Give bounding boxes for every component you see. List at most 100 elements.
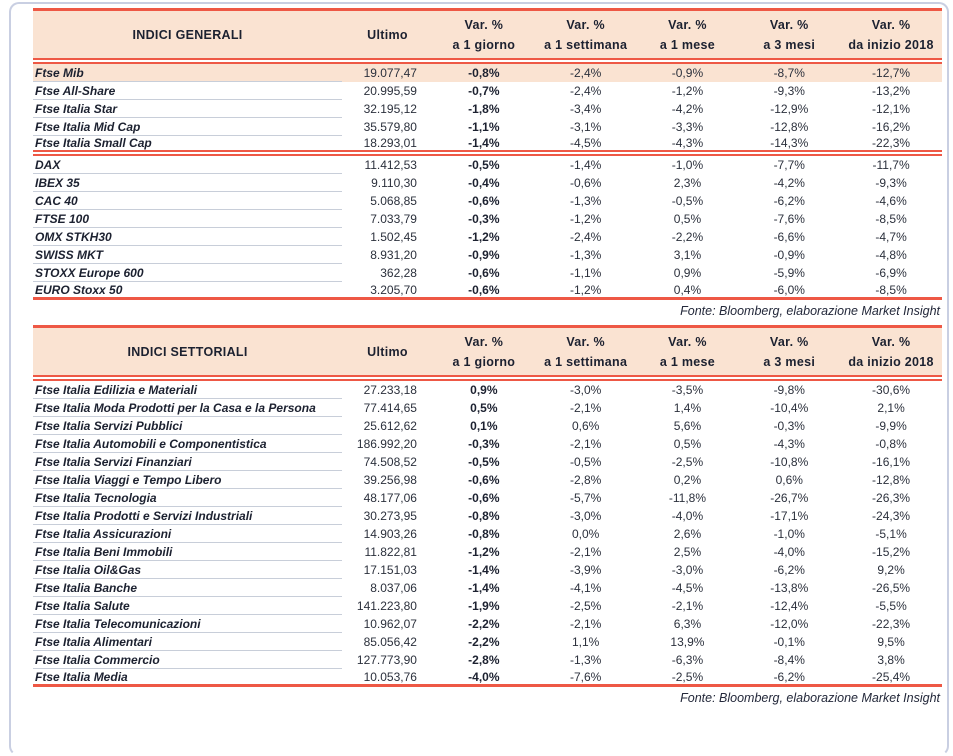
ultimo-value: 127.773,90: [356, 653, 417, 667]
var-percent-value: -1,4%: [569, 158, 602, 172]
var-percent-value: 13,9%: [670, 635, 705, 649]
source-caption: Fonte: Bloomberg, elaborazione Market In…: [680, 691, 940, 705]
table-row: Ftse Italia Beni Immobili 11.822,81 -1,2% -…: [33, 543, 942, 561]
var-percent-value: -5,5%: [875, 599, 907, 613]
table-title: INDICI GENERALI: [33, 11, 343, 64]
var-percent-value: -3,9%: [569, 563, 602, 577]
var-percent-value: -16,2%: [872, 120, 911, 134]
col-header-ultimo: Ultimo: [342, 328, 433, 381]
var-percent-value: -2,4%: [569, 230, 602, 244]
var-percent-value: -0,8%: [468, 509, 500, 523]
var-percent-value: -1,8%: [468, 102, 500, 116]
index-name: Ftse Italia Beni Immobili: [33, 543, 343, 561]
ultimo-value: 35.579,80: [363, 120, 417, 134]
table-row: Ftse Italia Servizi Finanziari 74.508,52 -…: [33, 453, 942, 471]
var-percent-value: -1,4%: [468, 563, 500, 577]
var-percent-value: -0,5%: [468, 158, 500, 172]
var-percent-value: -10,4%: [770, 401, 809, 415]
var-percent-value: 2,3%: [673, 176, 702, 190]
var-percent-value: -2,8%: [468, 653, 500, 667]
table-row: Ftse Italia Automobili e Componentistica…: [33, 435, 942, 453]
table-row: STOXX Europe 600 362,28 -0,6% -1,1% 0,9% -5,9…: [33, 264, 942, 282]
col-header-var-ytd: Var. % da inizio 2018: [840, 11, 942, 64]
table-row: Ftse Italia Servizi Pubblici 25.612,62 0,1…: [33, 417, 942, 435]
col-header-var-1d: Var. % a 1 giorno: [432, 11, 535, 64]
index-name: Ftse Italia Servizi Finanziari: [33, 453, 343, 471]
ultimo-value: 186.992,20: [356, 437, 417, 451]
var-percent-value: -4,0%: [432, 669, 535, 687]
table-title: INDICI SETTORIALI: [33, 328, 343, 381]
table-row: Ftse Italia Banche 8.037,06 -1,4% -4,1% -4,5…: [33, 579, 942, 597]
ultimo-value: 20.995,59: [363, 84, 417, 98]
col-header-var-3m: Var. % a 3 mesi: [738, 328, 841, 381]
var-percent-value: -2,5%: [569, 599, 602, 613]
table-row: FTSE 100 7.033,79 -0,3% -1,2% 0,5% -7,6% -8,5%: [33, 210, 942, 228]
var-percent-value: -8,7%: [738, 64, 841, 82]
var-percent-value: 9,2%: [877, 563, 905, 577]
index-name: Ftse Mib: [33, 64, 343, 82]
index-name: Ftse Italia Media: [33, 669, 343, 687]
index-name: Ftse Italia Viaggi e Tempo Libero: [33, 471, 343, 489]
index-name: IBEX 35: [33, 174, 343, 192]
var-percent-value: -3,0%: [569, 509, 602, 523]
index-name: OMX STKH30: [33, 228, 343, 246]
var-percent-value: -0,9%: [468, 248, 500, 262]
ultimo-value: 18.293,01: [342, 136, 433, 156]
var-percent-value: 1,4%: [673, 401, 702, 415]
var-percent-value: -22,3%: [840, 136, 942, 156]
var-percent-value: -11,8%: [668, 491, 707, 505]
ultimo-value: 8.931,20: [370, 248, 417, 262]
index-name: Ftse Italia Edilizia e Materiali: [33, 381, 343, 399]
ultimo-value: 9.110,30: [371, 176, 417, 190]
table-row: Ftse Italia Prodotti e Servizi Industria…: [33, 507, 942, 525]
var-percent-value: 0,6%: [775, 473, 803, 487]
var-percent-value: 0,2%: [673, 473, 702, 487]
var-percent-value: -1,2%: [569, 212, 602, 226]
var-percent-value: -0,5%: [569, 455, 602, 469]
table-row: CAC 40 5.068,85 -0,6% -1,3% -0,5% -6,2% -4,6%: [33, 192, 942, 210]
var-percent-value: -0,5%: [468, 455, 500, 469]
var-percent-value: -24,3%: [872, 509, 911, 523]
var-percent-value: -9,8%: [773, 383, 805, 397]
index-name: Ftse Italia Banche: [33, 579, 343, 597]
var-percent-value: -1,3%: [569, 248, 602, 262]
var-percent-value: 6,3%: [673, 617, 702, 631]
var-percent-value: -2,1%: [569, 545, 602, 559]
var-percent-value: -4,7%: [875, 230, 907, 244]
indici-settoriali-section: INDICI SETTORIALI Ultimo Var. % a 1 gior…: [33, 325, 942, 706]
table-row: Ftse Italia Salute 141.223,80 -1,9% -2,5% -2…: [33, 597, 942, 615]
var-percent-value: 5,6%: [673, 419, 702, 433]
report-frame: INDICI GENERALI Ultimo Var. % a 1 giorno…: [9, 2, 949, 756]
var-percent-value: 0,4%: [636, 282, 739, 300]
var-percent-value: -1,1%: [569, 266, 602, 280]
ultimo-value: 27.233,18: [363, 383, 417, 397]
indici-settoriali-table: INDICI SETTORIALI Ultimo Var. % a 1 gior…: [33, 325, 942, 687]
var-percent-value: 1,1%: [571, 635, 600, 649]
index-name: Ftse Italia Prodotti e Servizi Industria…: [33, 507, 343, 525]
ultimo-value: 5.068,85: [370, 194, 417, 208]
var-percent-value: -1,3%: [569, 194, 602, 208]
table-row: Ftse Italia Alimentari 85.056,42 -2,2% 1,1%…: [33, 633, 942, 651]
index-name: DAX: [33, 156, 343, 174]
table-row: Ftse Italia Media 10.053,76 -4,0% -7,6% -2,5…: [33, 669, 942, 687]
var-percent-value: -4,3%: [636, 136, 739, 156]
var-percent-value: -0,3%: [773, 419, 805, 433]
ultimo-value: 11.412,53: [364, 158, 417, 172]
var-percent-value: -15,2%: [872, 545, 911, 559]
ultimo-value: 19.077,47: [342, 64, 433, 82]
ultimo-value: 25.612,62: [363, 419, 417, 433]
index-name: Ftse Italia Oil&Gas: [33, 561, 343, 579]
var-percent-value: -4,1%: [569, 581, 602, 595]
ultimo-value: 30.273,95: [363, 509, 417, 523]
col-header-var-ytd: Var. % da inizio 2018: [840, 328, 942, 381]
header-row: INDICI GENERALI Ultimo Var. % a 1 giorno…: [33, 11, 942, 64]
table-row: EURO Stoxx 50 3.205,70 -0,6% -1,2% 0,4% -6,0%…: [33, 282, 942, 300]
var-percent-value: -26,7%: [770, 491, 809, 505]
ultimo-value: 362,28: [380, 266, 417, 280]
index-name: STOXX Europe 600: [33, 264, 343, 282]
var-percent-value: -13,2%: [872, 84, 911, 98]
table-row: DAX 11.412,53 -0,5% -1,4% -1,0% -7,7% -11,7%: [33, 156, 942, 174]
ultimo-value: 39.256,98: [363, 473, 417, 487]
index-name: SWISS MKT: [33, 246, 343, 264]
